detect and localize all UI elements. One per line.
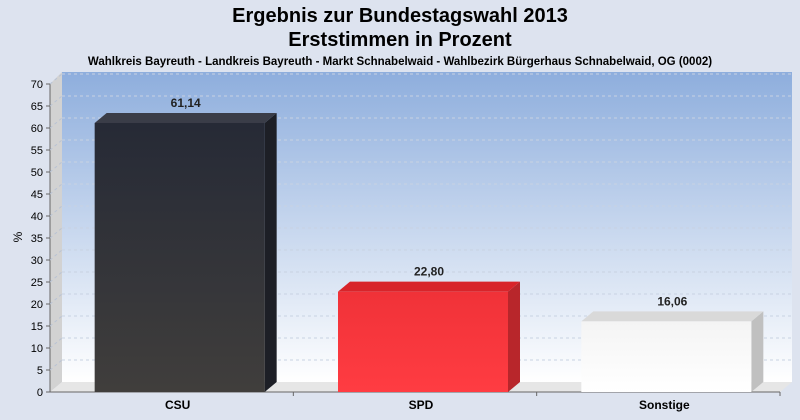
bar-top [581, 311, 764, 322]
bar-front [581, 321, 752, 392]
y-tick-label: 70 [31, 79, 43, 91]
bar-front [94, 122, 265, 392]
bar-csu [94, 112, 277, 392]
y-tick-label: 45 [31, 189, 43, 201]
y-tick-label: 50 [31, 167, 43, 179]
grid-line-side [49, 337, 63, 349]
grid-line-side [49, 227, 63, 239]
value-labels: 61,14 22,80 16,06 [171, 96, 688, 308]
chart-title-line2: Erststimmen in Prozent [288, 29, 512, 51]
y-tick-label: 10 [31, 343, 43, 355]
bar-sonstige [581, 311, 764, 392]
y-tick-label: 25 [31, 277, 43, 289]
grid-line-side [49, 139, 63, 151]
y-tick-label: 20 [31, 299, 43, 311]
y-tick-label: 60 [31, 123, 43, 135]
value-label: 16,06 [657, 294, 687, 308]
grid-line-side [49, 117, 63, 129]
y-tick-label: 0 [37, 387, 43, 399]
bar-spd [338, 281, 520, 392]
chart-title: Ergebnis zur Bundestagswahl 2013 [232, 5, 568, 27]
grid-line-side [49, 205, 63, 217]
value-label: 22,80 [414, 265, 444, 279]
value-label: 61,14 [171, 96, 201, 110]
bar-top [94, 112, 277, 123]
grid-line-side [49, 271, 63, 283]
y-axis-label: % [11, 231, 25, 242]
bar-top [338, 281, 520, 292]
category-labels: CSU SPD Sonstige [165, 392, 781, 412]
bar-side [508, 281, 520, 392]
y-tick-label: 55 [31, 145, 43, 157]
plot-side-wall [50, 72, 62, 392]
grid-line-side [49, 293, 63, 305]
bars [94, 112, 764, 392]
grid-line-side [49, 315, 63, 327]
bar-side [264, 112, 277, 392]
y-tick-label: 65 [31, 101, 43, 113]
y-tick-label: 5 [37, 365, 43, 377]
category-label: Sonstige [639, 398, 690, 412]
grid-line-side [49, 249, 63, 261]
grid-line-side [49, 183, 63, 195]
y-tick-labels: 0 5 10 15 20 25 30 35 40 45 50 55 60 65 70 [31, 79, 50, 399]
grid-line-side [49, 161, 63, 173]
y-tick-label: 40 [31, 211, 43, 223]
chart-subtitle: Wahlkreis Bayreuth - Landkreis Bayreuth … [88, 56, 712, 68]
category-label: CSU [165, 398, 190, 412]
y-tick-label: 35 [31, 233, 43, 245]
bar-side [751, 311, 764, 392]
grid-line-side [49, 95, 63, 107]
grid-line-side [49, 73, 63, 85]
y-tick-label: 30 [31, 255, 43, 267]
grid-line-side [49, 359, 63, 371]
category-label: SPD [409, 398, 434, 412]
y-tick-label: 15 [31, 321, 43, 333]
bar-front [338, 291, 508, 392]
